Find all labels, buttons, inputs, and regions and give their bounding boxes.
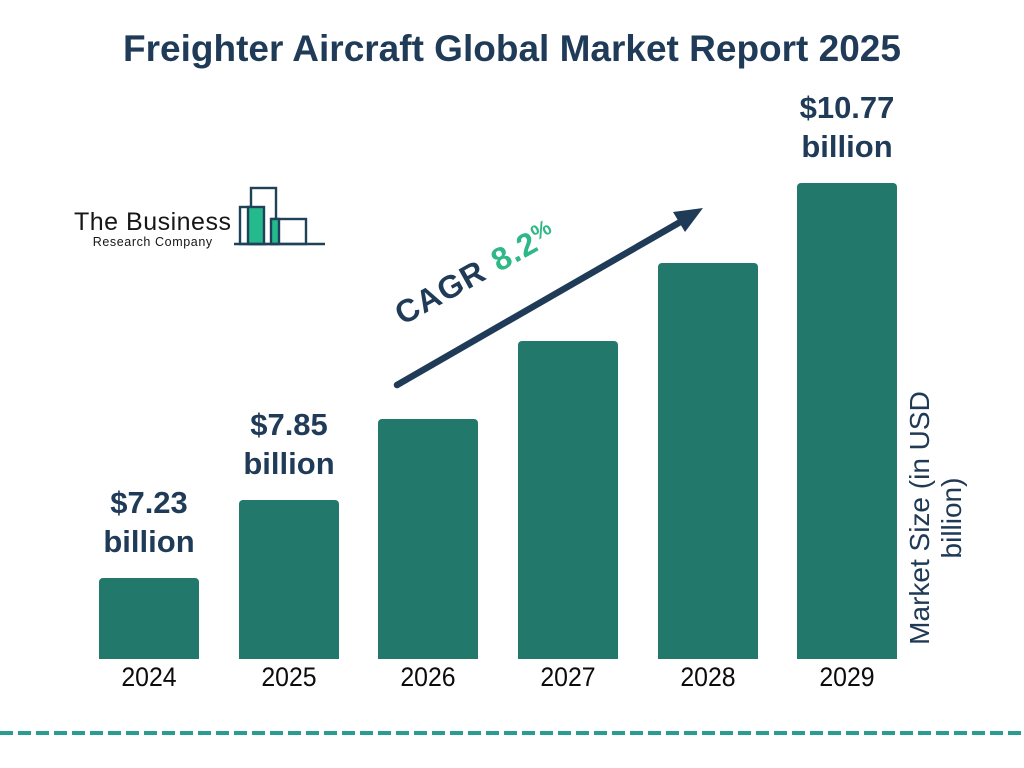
x-axis-label-2027: 2027 <box>540 662 596 692</box>
bar-2028 <box>658 263 758 659</box>
bar-2025 <box>239 500 339 659</box>
bar-2029 <box>797 183 897 659</box>
x-axis-label-2025: 2025 <box>261 662 317 692</box>
cagr-annotation: CAGR8.2% <box>388 214 561 332</box>
bar-2027 <box>518 341 618 659</box>
value-unit: billion <box>243 446 335 481</box>
cagr-label: CAGR <box>388 252 492 332</box>
value-unit: billion <box>801 129 893 164</box>
company-name: The Business <box>74 208 232 236</box>
value-label-2025: $7.85 billion <box>243 405 334 483</box>
x-axis-label-2024: 2024 <box>121 662 177 692</box>
bottom-dashed-divider <box>0 731 1024 735</box>
value-amount: $10.77 <box>799 90 895 125</box>
bar-2026 <box>378 419 478 659</box>
value-unit: billion <box>103 524 195 559</box>
company-logo: The Business Research Company <box>74 176 327 251</box>
x-axis-label-2028: 2028 <box>680 662 736 692</box>
value-label-2024: $7.23 billion <box>103 483 194 561</box>
bar-chart-logo-icon <box>232 176 327 251</box>
x-axis-label-2026: 2026 <box>400 662 456 692</box>
bar-2024 <box>99 578 199 659</box>
value-label-2029: $10.77 billion <box>800 88 895 166</box>
y-axis-title: Market Size (in USD billion) <box>904 391 967 645</box>
x-axis-label-2029: 2029 <box>819 662 875 692</box>
company-logo-text: The Business Research Company <box>74 208 231 249</box>
value-amount: $7.23 <box>110 485 188 520</box>
company-subtitle: Research Company <box>92 235 213 249</box>
value-amount: $7.85 <box>250 407 328 442</box>
page-title: Freighter Aircraft Global Market Report … <box>123 28 901 69</box>
